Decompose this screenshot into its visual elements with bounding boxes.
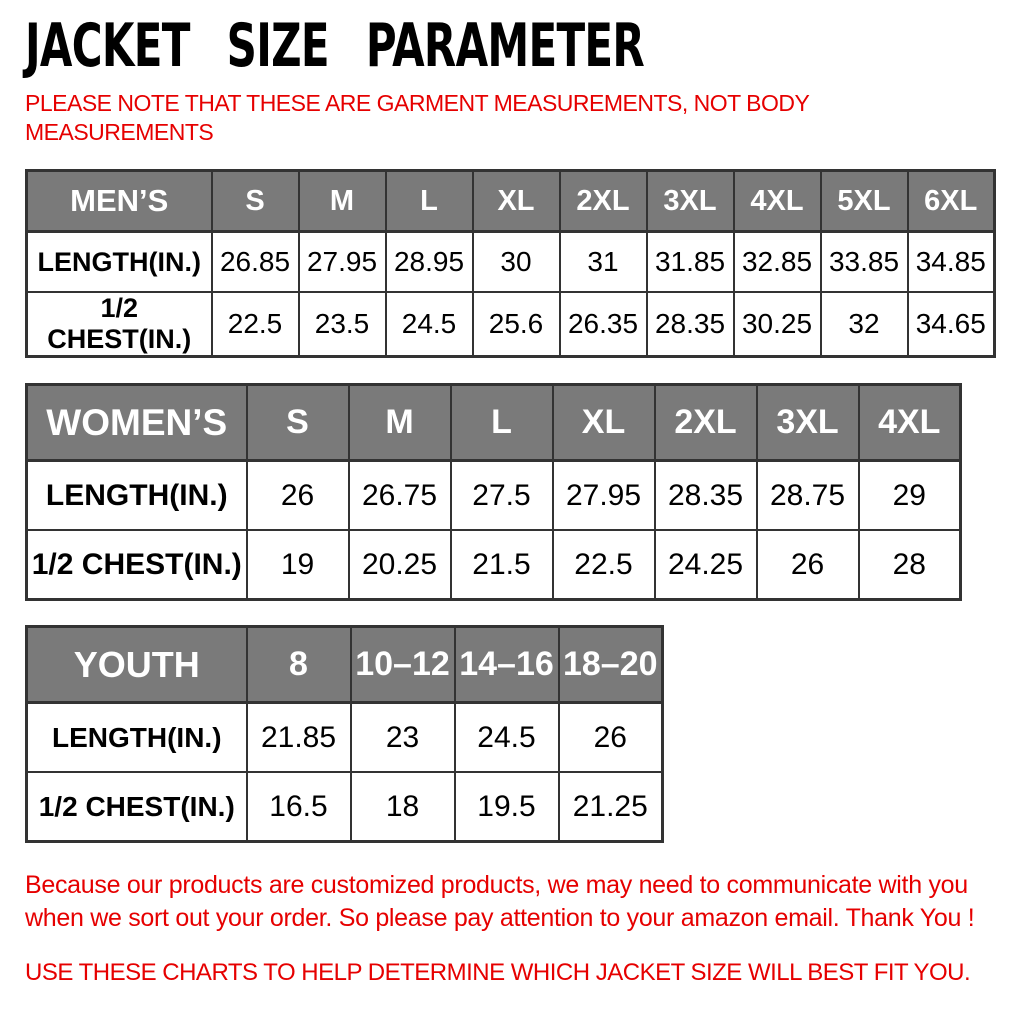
value-cell: 26 — [557, 701, 664, 773]
size-header-cell: 10–12 — [349, 625, 456, 704]
size-header-cell: 4XL — [732, 169, 822, 233]
value-cell: 19 — [245, 529, 350, 601]
mens-size-table: MEN’S S M L XL 2XL 3XL 4XL 5XL 6XL LENGT… — [25, 169, 996, 358]
size-header-cell: XL — [471, 169, 561, 233]
value-cell: 26.35 — [558, 291, 648, 358]
value-cell: 27.95 — [297, 230, 387, 293]
size-header-cell: S — [210, 169, 300, 233]
value-cell: 24.5 — [453, 701, 560, 773]
value-cell: 28.35 — [645, 291, 735, 358]
row-label: 1/2 CHEST(IN.) — [25, 529, 248, 601]
womens-length-row: LENGTH(IN.) 26 26.75 27.5 27.95 28.35 28… — [25, 459, 962, 531]
size-header-cell: 2XL — [558, 169, 648, 233]
row-label: LENGTH(IN.) — [25, 701, 248, 773]
value-cell: 19.5 — [453, 771, 560, 843]
womens-size-table: WOMEN’S S M L XL 2XL 3XL 4XL LENGTH(IN.)… — [25, 383, 962, 601]
value-cell: 32 — [819, 291, 909, 358]
size-header-cell: 3XL — [755, 383, 860, 462]
size-header-cell: 18–20 — [557, 625, 664, 704]
youth-length-row: LENGTH(IN.) 21.85 23 24.5 26 — [25, 701, 664, 773]
value-cell: 20.25 — [347, 529, 452, 601]
value-cell: 30.25 — [732, 291, 822, 358]
mens-chest-row: 1/2 CHEST(IN.) 22.5 23.5 24.5 25.6 26.35… — [25, 291, 996, 358]
value-cell: 24.5 — [384, 291, 474, 358]
value-cell: 26.75 — [347, 459, 452, 531]
value-cell: 34.65 — [906, 291, 996, 358]
row-label: LENGTH(IN.) — [25, 459, 248, 531]
womens-chest-row: 1/2 CHEST(IN.) 19 20.25 21.5 22.5 24.25 … — [25, 529, 962, 601]
value-cell: 29 — [857, 459, 962, 531]
garment-measurement-note: PLEASE NOTE THAT THESE ARE GARMENT MEASU… — [25, 89, 1024, 147]
size-header-cell: 4XL — [857, 383, 962, 462]
value-cell: 28.95 — [384, 230, 474, 293]
size-header-cell: 5XL — [819, 169, 909, 233]
footer-line-2: when we sort out your order. So please p… — [25, 904, 975, 932]
value-cell: 32.85 — [732, 230, 822, 293]
value-cell: 26.85 — [210, 230, 300, 293]
value-cell: 22.5 — [210, 291, 300, 358]
value-cell: 28.75 — [755, 459, 860, 531]
size-header-cell: XL — [551, 383, 656, 462]
customized-products-note: Because our products are customized prod… — [25, 869, 1024, 935]
value-cell: 23.5 — [297, 291, 387, 358]
value-cell: 30 — [471, 230, 561, 293]
size-header-cell: 3XL — [645, 169, 735, 233]
value-cell: 18 — [349, 771, 456, 843]
size-header-cell: L — [384, 169, 474, 233]
row-label: LENGTH(IN.) — [25, 230, 213, 293]
value-cell: 28 — [857, 529, 962, 601]
value-cell: 27.5 — [449, 459, 554, 531]
value-cell: 31.85 — [645, 230, 735, 293]
value-cell: 23 — [349, 701, 456, 773]
womens-table-title: WOMEN’S — [25, 383, 248, 462]
value-cell: 27.95 — [551, 459, 656, 531]
note-line-2: MEASUREMENTS — [25, 119, 214, 145]
use-charts-note: USE THESE CHARTS TO HELP DETERMINE WHICH… — [25, 959, 971, 986]
womens-header-row: WOMEN’S S M L XL 2XL 3XL 4XL — [25, 383, 962, 462]
row-label: 1/2 CHEST(IN.) — [25, 291, 213, 358]
value-cell: 24.25 — [653, 529, 758, 601]
youth-size-table: YOUTH 8 10–12 14–16 18–20 LENGTH(IN.) 21… — [25, 625, 664, 843]
size-header-cell: 2XL — [653, 383, 758, 462]
size-header-cell: S — [245, 383, 350, 462]
mens-table-title: MEN’S — [25, 169, 213, 233]
value-cell: 16.5 — [245, 771, 352, 843]
mens-length-row: LENGTH(IN.) 26.85 27.95 28.95 30 31 31.8… — [25, 230, 996, 293]
value-cell: 21.85 — [245, 701, 352, 773]
value-cell: 34.85 — [906, 230, 996, 293]
youth-header-row: YOUTH 8 10–12 14–16 18–20 — [25, 625, 664, 704]
youth-table-title: YOUTH — [25, 625, 248, 704]
size-header-cell: M — [347, 383, 452, 462]
value-cell: 26 — [755, 529, 860, 601]
value-cell: 22.5 — [551, 529, 656, 601]
size-header-cell: M — [297, 169, 387, 233]
size-header-cell: 6XL — [906, 169, 996, 233]
size-header-cell: 8 — [245, 625, 352, 704]
value-cell: 33.85 — [819, 230, 909, 293]
footer-line-1: Because our products are customized prod… — [25, 871, 968, 899]
value-cell: 26 — [245, 459, 350, 531]
size-chart-page: JACKET SIZE PARAMETER PLEASE NOTE THAT T… — [25, 16, 1024, 986]
size-header-cell: 14–16 — [453, 625, 560, 704]
page-title-text: JACKET SIZE PARAMETER — [25, 11, 645, 81]
size-header-cell: L — [449, 383, 554, 462]
page-title: JACKET SIZE PARAMETER — [25, 16, 1024, 76]
row-label: 1/2 CHEST(IN.) — [25, 771, 248, 843]
value-cell: 28.35 — [653, 459, 758, 531]
value-cell: 21.25 — [557, 771, 664, 843]
note-line-1: PLEASE NOTE THAT THESE ARE GARMENT MEASU… — [25, 90, 810, 116]
value-cell: 31 — [558, 230, 648, 293]
youth-chest-row: 1/2 CHEST(IN.) 16.5 18 19.5 21.25 — [25, 771, 664, 843]
value-cell: 25.6 — [471, 291, 561, 358]
mens-header-row: MEN’S S M L XL 2XL 3XL 4XL 5XL 6XL — [25, 169, 996, 233]
value-cell: 21.5 — [449, 529, 554, 601]
